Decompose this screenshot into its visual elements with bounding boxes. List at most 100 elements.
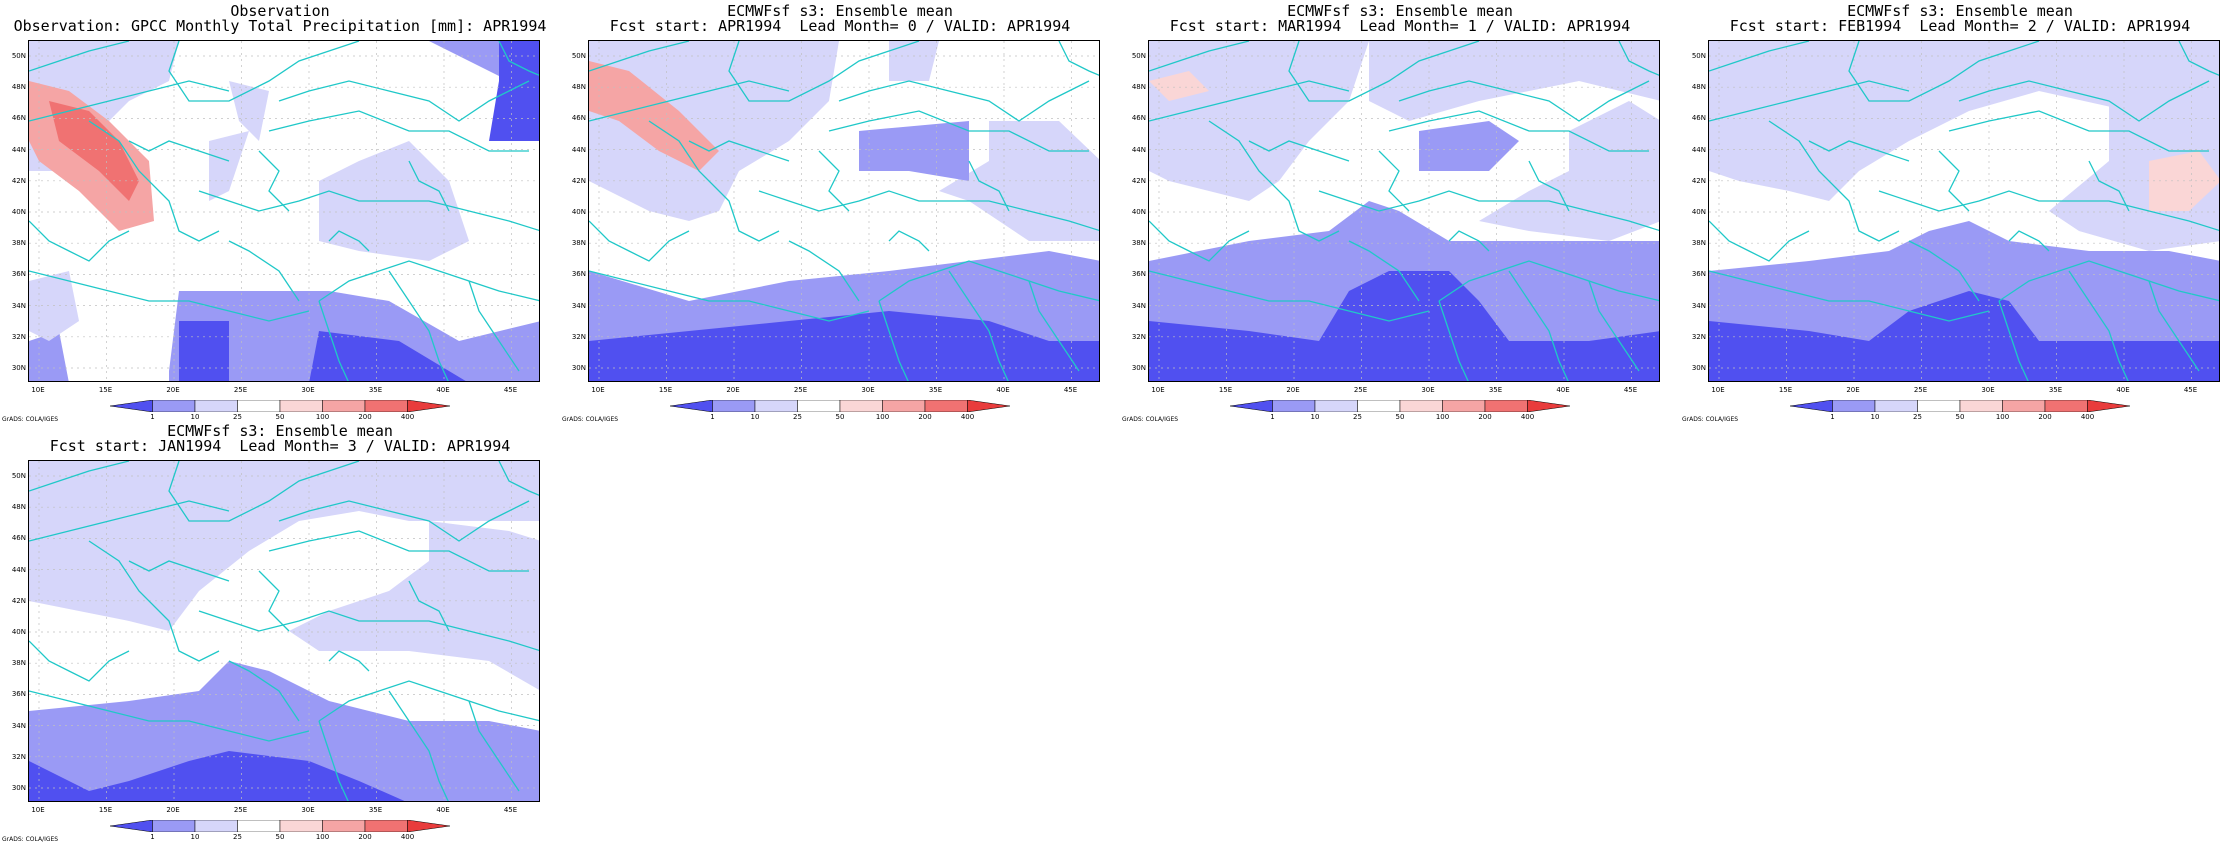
colorbar-swatch (1442, 400, 1486, 412)
colorbar-tick-label: 25 (1913, 413, 1922, 421)
coastline (589, 220, 690, 262)
colorbar-swatch (1314, 400, 1358, 412)
coastline (88, 540, 220, 662)
latitude-tick-label: 34N (11, 721, 26, 730)
latitude-tick-label: 50N (571, 52, 586, 60)
longitude-tick-label: 35E (1488, 386, 1503, 394)
colorbar-swatch (1484, 400, 1528, 412)
colorbar-swatch (1230, 400, 1273, 412)
longitude-tick-label: 30E (1981, 386, 1995, 394)
coastline (888, 230, 930, 252)
latitude-tick-label: 40N (1131, 208, 1146, 216)
longitude-tick-label: 30E (301, 806, 315, 814)
latitude-tick-label: 42N (11, 176, 26, 185)
coastline (758, 190, 1099, 232)
colorbar-swatch (322, 820, 366, 832)
coastline (788, 240, 860, 302)
colorbar-tick-label: 1 (150, 833, 155, 841)
grads-footer: GrADS: COLA/IGES (562, 416, 619, 423)
latitude-tick-label: 44N (11, 565, 26, 574)
latitude-tick-label: 44N (571, 145, 586, 154)
latitude-tick-label: 50N (1131, 52, 1146, 60)
latitude-tick-label: 46N (1131, 114, 1146, 123)
longitude-tick-label: 10E (591, 386, 605, 394)
colorbar-swatch (712, 400, 756, 412)
longitude-tick-label: 40E (1556, 386, 1570, 394)
colorbar-tick-label: 100 (875, 413, 890, 421)
colorbar-tick-label: 100 (315, 833, 330, 841)
longitude-tick-label: 40E (2116, 386, 2130, 394)
map-panel-3: ECMWFsf s3: Ensemble mean Fcst start: MA… (1120, 0, 1680, 423)
coastline (468, 280, 520, 372)
precipitation-field (29, 461, 539, 801)
colorbar-tick-label: 25 (233, 833, 242, 841)
coastline (1149, 220, 1250, 262)
colorbar-swatch (1527, 400, 1570, 412)
coastline (1398, 80, 1650, 122)
colorbar-tick-label: 200 (1478, 413, 1492, 421)
latitude-tick-label: 30N (1131, 364, 1146, 372)
shaded-region (29, 751, 405, 801)
longitude-tick-label: 25E (233, 386, 248, 394)
shaded-region (29, 271, 79, 341)
shaded-region (1149, 271, 1659, 381)
colorbar-tick-label: 10 (1310, 413, 1320, 421)
map-area (1708, 40, 2220, 382)
colorbar-tick-label: 200 (358, 413, 372, 421)
colorbar-tick-label: 1 (150, 413, 155, 421)
shaded-region (1369, 41, 1659, 121)
colorbar-swatch (2002, 400, 2046, 412)
shaded-region (179, 321, 229, 381)
longitude-tick-label: 40E (436, 806, 450, 814)
panel-title: ECMWFsf s3: Ensemble mean (1287, 2, 1513, 20)
longitude-tick-label: 25E (233, 806, 248, 814)
coastline (29, 640, 130, 682)
longitude-tick-label: 35E (368, 386, 383, 394)
latitude-tick-label: 36N (571, 270, 586, 279)
longitude-tick-label: 30E (861, 386, 875, 394)
coastline (1618, 41, 1659, 76)
latitude-tick-label: 38N (571, 239, 586, 248)
colorbar-tick-label: 100 (1435, 413, 1450, 421)
coastline (1149, 80, 1350, 122)
coastline (1388, 110, 1649, 152)
panel-subtitle: Fcst start: APR1994 Lead Month= 0 / VALI… (609, 17, 1071, 35)
panel-title: ECMWFsf s3: Ensemble mean (1847, 2, 2073, 20)
coastline (1378, 150, 1410, 212)
shaded-region (1709, 291, 2219, 381)
longitude-tick-label: 45E (1063, 386, 1078, 394)
coastline (268, 110, 529, 152)
coastline (29, 270, 310, 322)
coastline (728, 41, 920, 102)
longitude-tick-label: 35E (928, 386, 943, 394)
colorbar-tick-label: 50 (275, 833, 285, 841)
shaded-region (49, 101, 139, 201)
coastline (1948, 110, 2209, 152)
panel-subtitle: Fcst start: MAR1994 Lead Month= 1 / VALI… (1169, 17, 1631, 35)
shaded-region (1149, 41, 1369, 201)
latitude-tick-label: 48N (1691, 83, 1706, 92)
latitude-tick-label: 40N (571, 208, 586, 216)
coastline (1709, 270, 1990, 322)
coastline (1938, 150, 1970, 212)
latitude-tick-label: 48N (11, 83, 26, 92)
latitude-tick-label: 32N (1131, 332, 1146, 341)
grads-footer: GrADS: COLA/IGES (2, 416, 59, 423)
shaded-region (889, 41, 939, 81)
latitude-tick-label: 30N (571, 364, 586, 372)
precipitation-field (1149, 41, 1659, 381)
colorbar-swatch (1832, 400, 1876, 412)
latitude-tick-label: 32N (1691, 332, 1706, 341)
latitude-tick-label: 42N (1131, 176, 1146, 185)
colorbar-swatch (967, 400, 1010, 412)
coastline (968, 160, 1010, 212)
coastline (128, 140, 230, 162)
colorbar (1230, 400, 1570, 412)
colorbar (1790, 400, 2130, 412)
colorbar-swatch (194, 400, 238, 412)
latitude-tick-label: 46N (11, 114, 26, 123)
latitude-tick-label: 46N (1691, 114, 1706, 123)
shaded-region (589, 41, 839, 221)
longitude-tick-label: 10E (1151, 386, 1165, 394)
map-area (1148, 40, 1660, 382)
